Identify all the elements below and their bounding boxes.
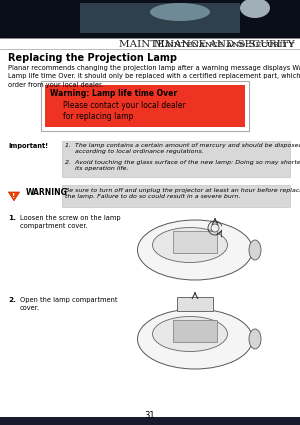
- Text: Please contact your local dealer: Please contact your local dealer: [63, 101, 186, 110]
- Ellipse shape: [152, 227, 227, 263]
- Text: Open the lamp compartment
cover.: Open the lamp compartment cover.: [20, 297, 118, 311]
- Bar: [177, 297, 213, 311]
- Bar: [0, 0, 300, 38]
- Bar: [173, 231, 217, 253]
- Ellipse shape: [249, 240, 261, 260]
- Text: 31: 31: [145, 411, 155, 419]
- Text: WARNING: WARNING: [26, 188, 68, 197]
- Text: Mᴀɪɴᴛᴇɴᴀɴᴄᴇ ᴀɴᴅ Sᴇᴄᴜʀɪᴛʏ: Mᴀɪɴᴛᴇɴᴀɴᴄᴇ ᴀɴᴅ Sᴇᴄᴜʀɪᴛʏ: [154, 40, 295, 49]
- Polygon shape: [8, 192, 20, 201]
- FancyBboxPatch shape: [62, 185, 290, 207]
- Text: Warning: Lamp life time Over: Warning: Lamp life time Over: [50, 89, 177, 98]
- Bar: [0, 417, 300, 425]
- Ellipse shape: [150, 3, 210, 21]
- FancyBboxPatch shape: [41, 81, 249, 131]
- Ellipse shape: [240, 0, 270, 18]
- Text: 1.: 1.: [8, 215, 16, 221]
- Text: 2.  Avoid touching the glass surface of the new lamp: Doing so may shorten
     : 2. Avoid touching the glass surface of t…: [65, 160, 300, 171]
- Text: Be sure to turn off and unplug the projector at least an hour before replacing
t: Be sure to turn off and unplug the proje…: [65, 188, 300, 199]
- Ellipse shape: [152, 317, 227, 351]
- Text: 1.  The lamp contains a certain amount of mercury and should be disposed of
    : 1. The lamp contains a certain amount of…: [65, 143, 300, 154]
- Text: !: !: [12, 193, 16, 199]
- Ellipse shape: [137, 309, 253, 369]
- Text: 2.: 2.: [8, 297, 16, 303]
- Text: Loosen the screw on the lamp
compartment cover.: Loosen the screw on the lamp compartment…: [20, 215, 121, 229]
- Bar: [173, 320, 217, 342]
- Ellipse shape: [137, 220, 253, 280]
- FancyBboxPatch shape: [62, 141, 290, 177]
- Text: MAINTENANCE AND SECURITY: MAINTENANCE AND SECURITY: [119, 40, 295, 49]
- FancyBboxPatch shape: [45, 85, 245, 127]
- Circle shape: [211, 224, 219, 232]
- Text: Replacing the Projection Lamp: Replacing the Projection Lamp: [8, 53, 177, 63]
- Bar: [80, 3, 240, 33]
- Text: Important!: Important!: [8, 143, 48, 149]
- Text: Planar recommends changing the projection lamp after a warning message displays : Planar recommends changing the projectio…: [8, 65, 300, 88]
- Text: for replacing lamp: for replacing lamp: [63, 112, 134, 121]
- Ellipse shape: [249, 329, 261, 349]
